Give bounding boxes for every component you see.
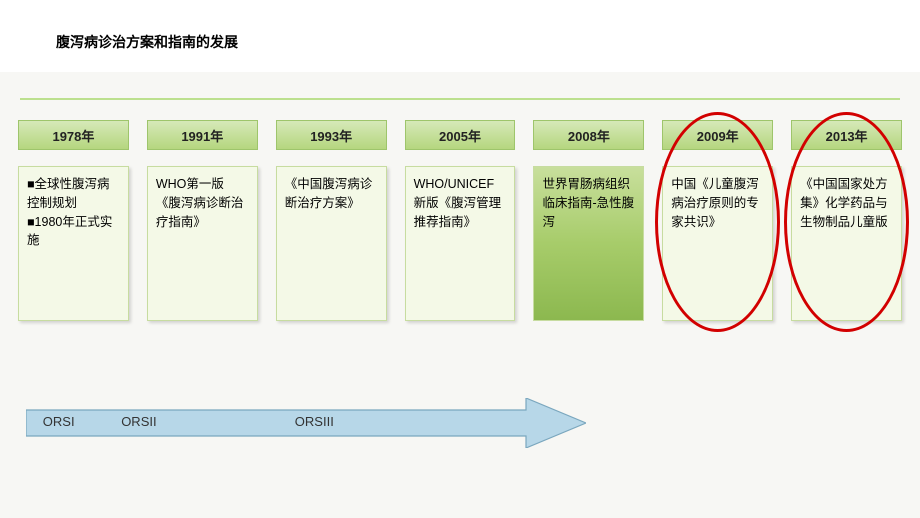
timeline-body: 中国《儿童腹泻病治疗原则的专家共识》 [662, 166, 773, 321]
timeline-column: 2008年世界胃肠病组织临床指南-急性腹泻 [533, 120, 644, 321]
timeline-year: 2008年 [533, 120, 644, 150]
timeline-column: 2009年中国《儿童腹泻病治疗原则的专家共识》 [662, 120, 773, 321]
timeline-body: ■全球性腹泻病控制规划 ■1980年正式实施 [18, 166, 129, 321]
timeline-body: WHO/UNICEF新版《腹泻管理推荐指南》 [405, 166, 516, 321]
timeline-year: 1991年 [147, 120, 258, 150]
timeline-column: 2013年《中国国家处方集》化学药品与生物制品儿童版 [791, 120, 902, 321]
timeline-year: 2005年 [405, 120, 516, 150]
timeline-year: 2009年 [662, 120, 773, 150]
ors-label: ORSI [43, 414, 75, 429]
timeline-column: 1993年《中国腹泻病诊断治疗方案》 [276, 120, 387, 321]
ors-label: ORSIII [295, 414, 334, 429]
horizontal-divider [20, 98, 900, 100]
timeline-body: WHO第一版《腹泻病诊断治疗指南》 [147, 166, 258, 321]
timeline-body: 世界胃肠病组织临床指南-急性腹泻 [533, 166, 644, 321]
timeline-column: 1991年 WHO第一版《腹泻病诊断治疗指南》 [147, 120, 258, 321]
page-title: 腹泻病诊治方案和指南的发展 [56, 32, 238, 52]
timeline-year: 1993年 [276, 120, 387, 150]
timeline-year: 2013年 [791, 120, 902, 150]
ors-label: ORSII [121, 414, 156, 429]
timeline-column: 2005年 WHO/UNICEF新版《腹泻管理推荐指南》 [405, 120, 516, 321]
timeline-column: 1978年 ■全球性腹泻病控制规划 ■1980年正式实施 [18, 120, 129, 321]
timeline-body: 《中国腹泻病诊断治疗方案》 [276, 166, 387, 321]
timeline-year: 1978年 [18, 120, 129, 150]
timeline: 1978年 ■全球性腹泻病控制规划 ■1980年正式实施 1991年 WHO第一版《腹… [18, 120, 902, 321]
timeline-body: 《中国国家处方集》化学药品与生物制品儿童版 [791, 166, 902, 321]
